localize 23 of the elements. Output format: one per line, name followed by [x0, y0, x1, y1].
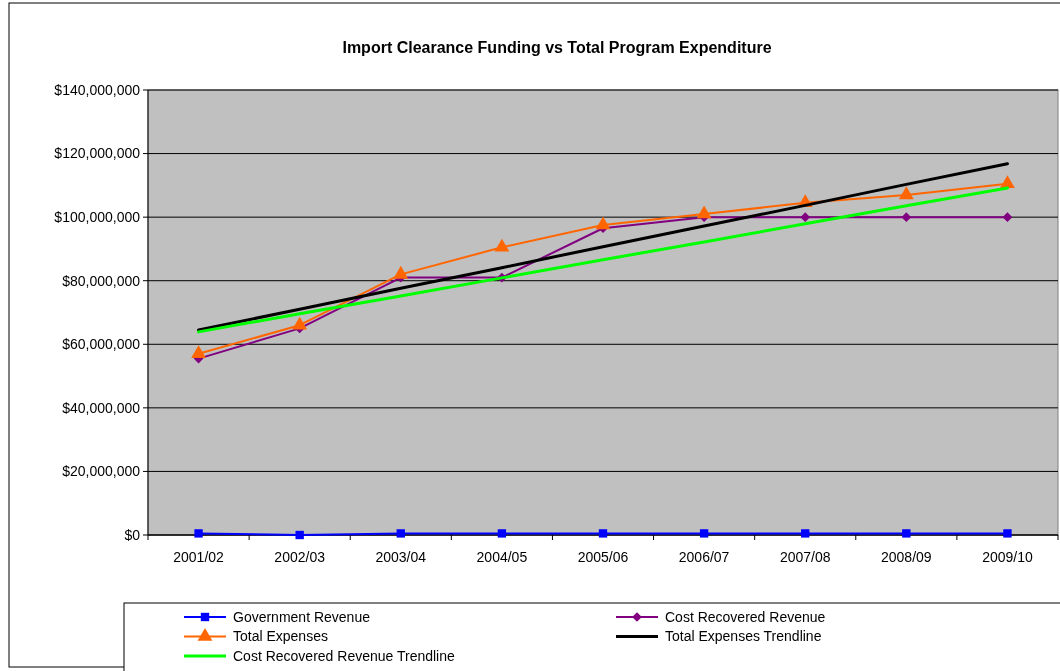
x-tick-label: 2005/06: [577, 549, 629, 565]
legend-label: Cost Recovered Revenue Trendline: [233, 647, 456, 664]
x-tick-label: 2007/08: [779, 549, 831, 565]
y-tick-label: $0: [124, 526, 141, 543]
y-tick-label: $40,000,000: [62, 399, 141, 416]
y-tick-label: $80,000,000: [62, 272, 141, 289]
x-tick-label: 2003/04: [375, 549, 427, 565]
chart-title: Import Clearance Funding vs Total Program Expenditure: [342, 39, 772, 56]
legend-label: Government Revenue: [233, 608, 371, 625]
x-tick-label: 2008/09: [881, 549, 932, 565]
y-tick-label: $60,000,000: [62, 336, 141, 353]
y-tick-label: $100,000,000: [54, 209, 141, 226]
legend-label: Total Expenses Trendline: [665, 628, 822, 645]
x-tick-label: 2004/05: [476, 549, 528, 565]
x-tick-label: 2006/07: [678, 549, 730, 565]
y-tick-label: $140,000,000: [54, 81, 141, 98]
y-tick-label: $20,000,000: [62, 463, 141, 480]
x-tick-label: 2001/02: [173, 549, 225, 565]
x-tick-label: 2009/10: [982, 549, 1033, 565]
x-tick-label: 2002/03: [274, 549, 326, 565]
legend-label: Total Expenses: [233, 628, 328, 645]
legend-label: Cost Recovered Revenue: [665, 608, 826, 625]
y-tick-label: $120,000,000: [54, 145, 141, 162]
